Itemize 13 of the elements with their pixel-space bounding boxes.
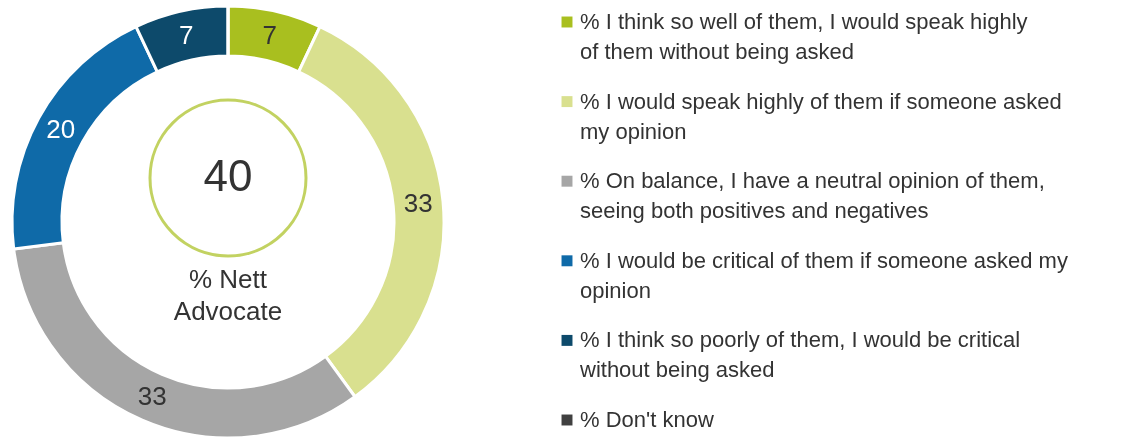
data-label: 7 bbox=[262, 19, 277, 50]
data-label: 7 bbox=[179, 19, 194, 50]
data-label: 33 bbox=[403, 188, 433, 219]
data-label: 20 bbox=[46, 113, 76, 144]
data-label: 33 bbox=[137, 381, 167, 412]
legend-label: % I would be critical of them if someone asked my opinion bbox=[580, 247, 1068, 303]
legend-label: % I would speak highly of them if someone asked my opinion bbox=[580, 88, 1062, 144]
legend-label: % I think so well of them, I would speak highly of them without being asked bbox=[580, 9, 1028, 64]
text: % Nett Advocate bbox=[173, 264, 283, 326]
legend-label: % I think so poorly of them, I would be critical without being asked bbox=[579, 327, 1021, 383]
text: 40 bbox=[203, 151, 253, 200]
legend-label: % Don't know bbox=[580, 407, 714, 432]
legend-label: % On balance, I have a neutral opinion of them, seeing both positives and negatives bbox=[580, 168, 1045, 224]
